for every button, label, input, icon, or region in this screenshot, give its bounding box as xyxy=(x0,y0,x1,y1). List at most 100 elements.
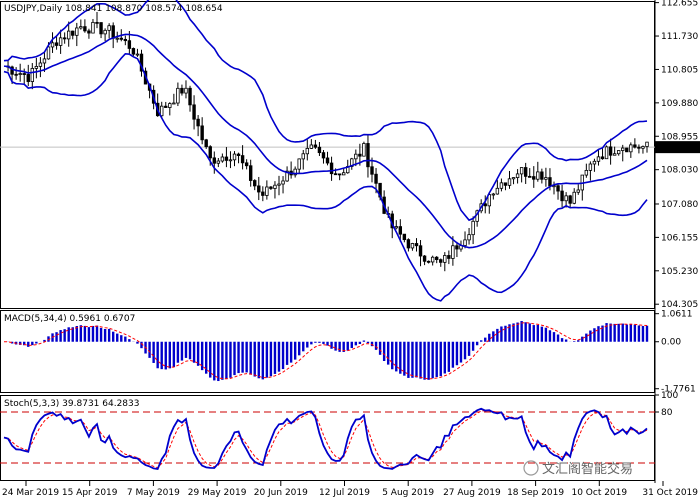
watermark-icon xyxy=(523,460,539,476)
candle-body xyxy=(523,167,528,177)
stoch-y-tick-label: 80 xyxy=(661,408,673,418)
candle-body xyxy=(435,256,439,261)
candle-body xyxy=(406,239,411,249)
x-tick-label: 15 Apr 2019 xyxy=(62,488,118,498)
candle-body xyxy=(600,156,605,160)
candle-body xyxy=(204,139,208,148)
candle-body xyxy=(414,243,419,247)
candle-body xyxy=(168,103,172,108)
y-tick-label: 110.805 xyxy=(661,65,698,75)
x-tick-label: 7 May 2019 xyxy=(127,488,180,498)
x-tick-label: 31 Oct 2019 xyxy=(642,488,698,498)
candle-body xyxy=(244,162,249,167)
candle-body xyxy=(103,29,107,35)
candle-body xyxy=(629,144,633,153)
candle-body xyxy=(119,37,123,40)
y-tick-label: 108.030 xyxy=(661,166,698,176)
candle-body xyxy=(232,153,237,161)
stoch-y-tick-label: 100 xyxy=(661,391,678,401)
candle-body xyxy=(10,66,14,75)
x-tick-label: 10 Oct 2019 xyxy=(571,488,627,498)
main-title: USDJPY,Daily 108.841 108.870 108.574 108… xyxy=(4,4,223,14)
candle-body xyxy=(625,147,629,153)
candle-body xyxy=(180,87,184,94)
macd-y-tick-label: -1.7761 xyxy=(661,385,696,395)
candle-body xyxy=(248,165,253,181)
candle-body xyxy=(455,245,459,250)
candle-body xyxy=(519,167,524,175)
candle-body xyxy=(402,233,407,241)
candle-body xyxy=(564,195,568,202)
candle-body xyxy=(483,203,487,207)
candle-body xyxy=(22,73,26,75)
candle-body xyxy=(123,38,128,42)
macd-y-tick-label: 0.00 xyxy=(661,338,681,348)
candle-body xyxy=(370,166,374,175)
candle-body xyxy=(188,87,192,106)
candle-body xyxy=(313,144,318,148)
candle-body xyxy=(115,37,119,40)
candle-body xyxy=(418,245,423,257)
candle-body xyxy=(621,147,625,151)
bollinger-upper xyxy=(3,0,648,222)
candle-body xyxy=(253,180,257,187)
candle-body xyxy=(637,146,641,149)
candle-body xyxy=(269,186,273,189)
candle-body xyxy=(67,30,71,40)
candle-body xyxy=(236,153,241,156)
candle-body xyxy=(317,146,322,154)
candle-body xyxy=(224,156,229,161)
candle-body xyxy=(556,185,560,192)
candle-body xyxy=(38,62,43,67)
candle-body xyxy=(309,144,314,149)
candle-body xyxy=(285,170,289,182)
x-tick-label: 24 Mar 2019 xyxy=(2,488,59,498)
candle-body xyxy=(341,172,346,176)
macd-signal-line xyxy=(3,322,648,380)
candle-body xyxy=(548,177,552,187)
x-tick-label: 29 May 2019 xyxy=(188,488,247,498)
candle-body xyxy=(507,178,512,186)
candle-body xyxy=(293,168,297,176)
candle-body xyxy=(576,189,580,193)
candle-body xyxy=(641,146,645,149)
candle-body xyxy=(540,171,544,180)
y-tick-label: 107.080 xyxy=(661,200,698,210)
candle-body xyxy=(447,255,451,259)
candle-body xyxy=(354,153,358,160)
candle-body xyxy=(463,239,467,246)
macd-y-tick-label: 1.0611 xyxy=(661,310,693,320)
candle-body xyxy=(111,25,115,39)
bollinger-lower xyxy=(3,52,648,302)
candle-body xyxy=(495,187,500,195)
candle-body xyxy=(439,259,443,263)
candle-body xyxy=(83,26,87,32)
candle-body xyxy=(572,191,576,204)
x-tick-label: 20 Jun 2019 xyxy=(254,488,308,498)
candle-body xyxy=(604,146,609,160)
candle-body xyxy=(366,143,370,168)
candle-body xyxy=(71,30,75,36)
candle-body xyxy=(430,256,435,263)
candle-body xyxy=(467,234,471,241)
candle-body xyxy=(75,27,79,36)
candle-body xyxy=(337,173,342,176)
candle-body xyxy=(212,157,216,164)
candle-body xyxy=(14,73,18,76)
candle-body xyxy=(273,184,277,189)
candle-body xyxy=(544,177,548,180)
candle-body xyxy=(612,153,617,156)
x-tick-label: 5 Aug 2019 xyxy=(382,488,434,498)
candle-body xyxy=(220,156,225,162)
candle-body xyxy=(261,191,265,196)
candle-body xyxy=(281,180,285,185)
candle-body xyxy=(443,255,447,263)
candle-body xyxy=(584,169,589,176)
candle-body xyxy=(58,37,63,46)
candle-body xyxy=(329,162,334,175)
candle-body xyxy=(127,40,132,49)
last-price-label: 108.654 xyxy=(661,143,698,153)
candle-body xyxy=(301,153,305,160)
